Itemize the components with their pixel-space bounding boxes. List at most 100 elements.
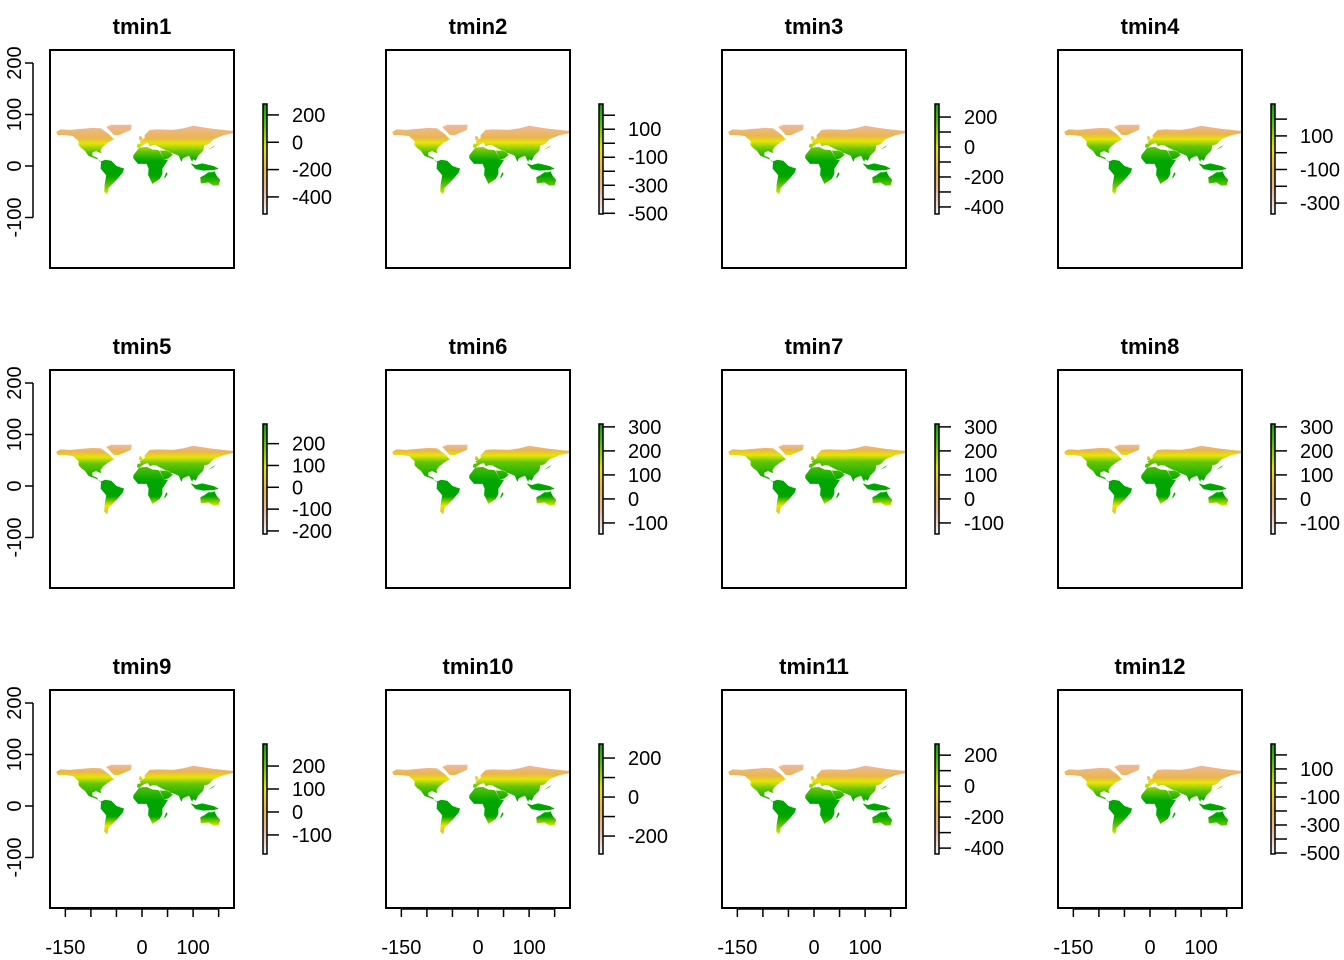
landmass-australia bbox=[872, 811, 893, 826]
landmass-north-america bbox=[1064, 767, 1122, 802]
landmass-indonesia bbox=[862, 803, 891, 811]
legend-colorbar bbox=[1270, 743, 1276, 855]
landmass-australia bbox=[536, 171, 557, 186]
landmass-south-america bbox=[100, 799, 125, 835]
panel-title: tmin8 bbox=[1121, 334, 1180, 359]
landmass-arabia bbox=[159, 150, 173, 160]
legend-label: 200 bbox=[292, 105, 325, 127]
landmass-indonesia bbox=[862, 163, 891, 171]
landmass-arabia bbox=[159, 790, 173, 800]
legend-label: 100 bbox=[1300, 126, 1333, 148]
landmass-britain bbox=[138, 456, 143, 461]
landmass-indonesia bbox=[1198, 803, 1227, 811]
legend-label: 200 bbox=[628, 441, 661, 463]
legend-label: 0 bbox=[964, 489, 975, 511]
landmass-north-america bbox=[728, 447, 786, 482]
landmass-australia bbox=[1208, 811, 1229, 826]
raster-layer bbox=[728, 124, 906, 195]
landmass-indonesia bbox=[1198, 163, 1227, 171]
landmass-madagascar bbox=[500, 492, 504, 499]
landmass-arabia bbox=[495, 790, 509, 800]
legend-label: 100 bbox=[628, 465, 661, 487]
landmass-australia bbox=[872, 171, 893, 186]
landmass-north-america bbox=[392, 767, 450, 802]
legend-label: -200 bbox=[628, 826, 668, 848]
map-panel-tmin11: tmin11 200 0 -200 -400 -150 0 100 bbox=[717, 654, 1004, 959]
landmass-eurasia bbox=[808, 765, 906, 802]
plot-frame bbox=[721, 689, 907, 909]
legend-label: 100 bbox=[292, 779, 325, 801]
raster-layer bbox=[1064, 444, 1242, 515]
legend-label: -200 bbox=[964, 167, 1004, 189]
landmass-britain bbox=[474, 136, 479, 141]
landmass-japan bbox=[1216, 143, 1225, 150]
landmass-britain bbox=[1146, 456, 1151, 461]
legend-label: 200 bbox=[292, 434, 325, 456]
panel-title: tmin6 bbox=[449, 334, 508, 359]
legend-label: -100 bbox=[1300, 513, 1340, 535]
landmass-madagascar bbox=[500, 812, 504, 819]
legend-colorbar bbox=[1270, 103, 1276, 215]
landmass-south-america bbox=[1108, 159, 1133, 195]
raster-layer bbox=[392, 444, 570, 515]
legend-label: 100 bbox=[1300, 465, 1333, 487]
legend-label: 100 bbox=[628, 119, 661, 141]
y-tick-label: 100 bbox=[4, 98, 26, 131]
landmass-africa bbox=[133, 786, 169, 824]
landmass-arabia bbox=[1167, 470, 1181, 480]
landmass-japan bbox=[880, 143, 889, 150]
landmass-madagascar bbox=[164, 812, 168, 819]
x-tick-label: 100 bbox=[176, 937, 209, 959]
legend-colorbar bbox=[934, 423, 940, 535]
legend-label: -400 bbox=[964, 197, 1004, 219]
map-panel-tmin2: tmin2 100 -100 -300 -500 bbox=[385, 14, 668, 269]
landmass-japan bbox=[544, 143, 553, 150]
legend-label: 0 bbox=[292, 802, 303, 824]
landmass-north-america bbox=[392, 447, 450, 482]
landmass-north-america bbox=[56, 447, 114, 482]
x-tick-label: 0 bbox=[808, 937, 819, 959]
landmass-madagascar bbox=[836, 172, 840, 179]
plot-frame bbox=[1057, 369, 1243, 589]
map-panel-tmin3: tmin3 200 0 -200 -400 bbox=[721, 14, 1004, 269]
landmass-arabia bbox=[495, 150, 509, 160]
legend-label: 100 bbox=[292, 455, 325, 477]
landmass-indonesia bbox=[190, 163, 219, 171]
legend-label: 200 bbox=[292, 756, 325, 778]
raster-layer bbox=[56, 124, 234, 195]
legend-label: -300 bbox=[1300, 193, 1340, 215]
landmass-eurasia bbox=[1144, 765, 1242, 802]
legend-colorbar bbox=[1270, 423, 1276, 535]
legend-label: 0 bbox=[1300, 489, 1311, 511]
legend-label: -100 bbox=[1300, 159, 1340, 181]
landmass-eurasia bbox=[136, 445, 234, 482]
legend-label: 0 bbox=[964, 776, 975, 798]
landmass-north-america bbox=[56, 127, 114, 162]
legend-label: -200 bbox=[292, 521, 332, 543]
x-tick-label: -150 bbox=[1053, 937, 1093, 959]
legend-label: -100 bbox=[964, 513, 1004, 535]
landmass-greenland bbox=[106, 444, 132, 456]
legend-label: -100 bbox=[628, 147, 668, 169]
landmass-greenland bbox=[442, 764, 468, 776]
landmass-japan bbox=[208, 463, 217, 470]
map-panel-tmin12: tmin12 100 -100 -300 -500 -150 0 100 bbox=[1053, 654, 1340, 959]
landmass-australia bbox=[536, 811, 557, 826]
landmass-greenland bbox=[106, 124, 132, 136]
landmass-africa bbox=[805, 786, 841, 824]
plot-frame bbox=[721, 369, 907, 589]
landmass-madagascar bbox=[836, 492, 840, 499]
landmass-south-america bbox=[1108, 479, 1133, 515]
legend-colorbar bbox=[262, 423, 268, 535]
legend-label: -100 bbox=[292, 825, 332, 847]
y-tick-label: -100 bbox=[4, 517, 26, 557]
legend-label: -100 bbox=[628, 513, 668, 535]
map-panel-tmin1: tmin1 200 0 -200 -400 -100 0 100 200 bbox=[4, 14, 332, 269]
landmass-north-america bbox=[1064, 447, 1122, 482]
panel-title: tmin5 bbox=[113, 334, 172, 359]
landmass-japan bbox=[544, 463, 553, 470]
raster-layer bbox=[392, 764, 570, 835]
panel-title: tmin3 bbox=[785, 14, 844, 39]
